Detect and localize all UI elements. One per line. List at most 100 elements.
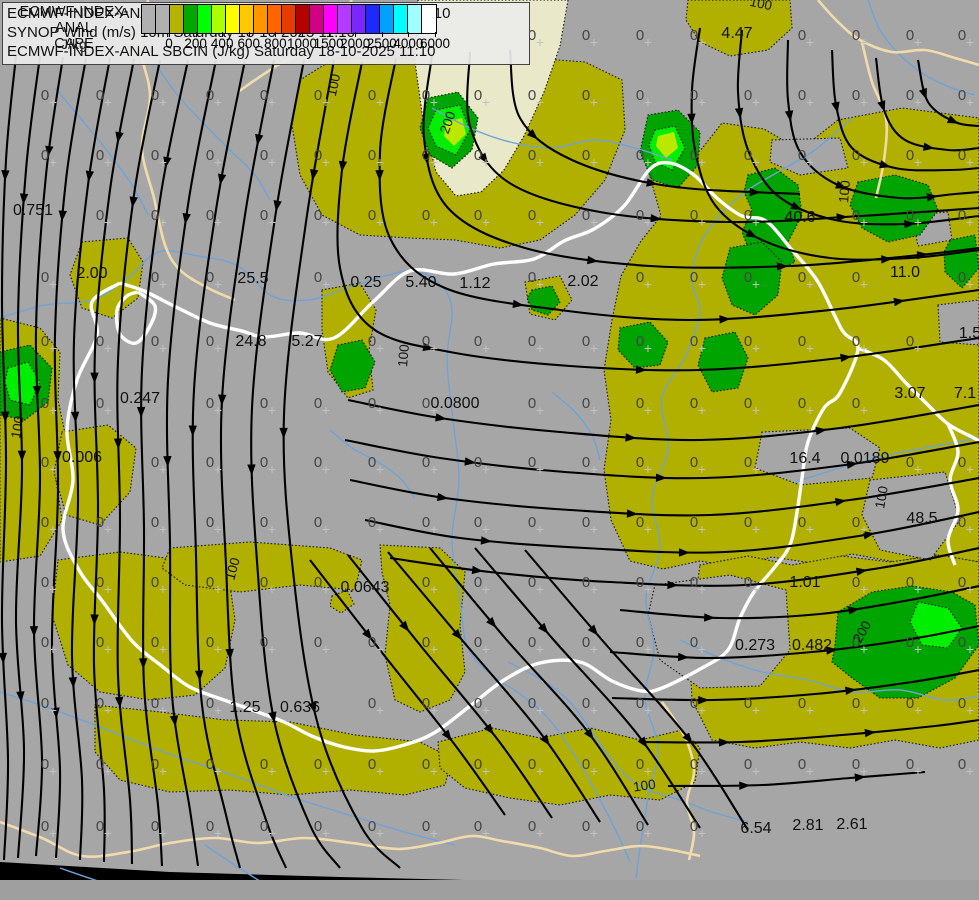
gridpoint-plus-mark: + [914, 702, 922, 718]
sbcin-zero-label: 0 [958, 87, 966, 104]
river-line [329, 429, 416, 499]
gridpoint-plus-mark: + [914, 763, 922, 779]
sbcin-zero-label: 0 [528, 454, 536, 471]
sbcin-zero-label: 0 [206, 269, 214, 286]
cape-tick-label: 800 [264, 36, 287, 51]
sbcin-zero-label: 0 [151, 147, 159, 164]
gridpoint-plus-mark: + [860, 276, 868, 292]
sbcin-zero-label: 0 [852, 514, 860, 531]
sbcin-zero-label: 0 [368, 333, 376, 350]
sbcin-zero-label: 0 [958, 27, 966, 44]
streamline-arrowhead [114, 696, 124, 708]
station-value-label: 1.01 [789, 574, 820, 591]
sbcin-zero-label: 0 [852, 147, 860, 164]
sbcin-zero-label: 0 [636, 395, 644, 412]
gridpoint-plus-mark: + [644, 825, 652, 841]
sbcin-zero-label: 0 [206, 333, 214, 350]
sbcin-zero-label: 0 [582, 756, 590, 773]
streamline-arrowhead [625, 433, 637, 442]
streamline-arrowhead [19, 193, 29, 205]
gridpoint-plus-mark: + [536, 702, 544, 718]
gridpoint-plus-mark: + [536, 340, 544, 356]
gridpoint-plus-mark: + [482, 763, 490, 779]
gridpoint-plus-mark: + [268, 641, 276, 657]
gridpoint-plus-mark: + [376, 702, 384, 718]
gridpoint-plus-mark: + [536, 521, 544, 537]
streamline-arrowhead [136, 406, 146, 418]
streamline-arrowhead [677, 652, 690, 662]
gridpoint-plus-mark: + [860, 340, 868, 356]
gridpoint-plus-mark: + [536, 94, 544, 110]
gridpoint-plus-mark: + [482, 154, 490, 170]
gridpoint-plus-mark: + [860, 763, 868, 779]
gridpoint-plus-mark: + [644, 276, 652, 292]
sbcin-zero-label: 0 [260, 756, 268, 773]
cape-tick-label: 600 [237, 36, 261, 51]
sbcin-zero-label: 0 [206, 87, 214, 104]
sbcin-zero-label: 0 [474, 695, 482, 712]
station-value-label: 16.4 [789, 450, 820, 467]
gridpoint-plus-mark: + [806, 276, 814, 292]
gridpoint-plus-mark: + [376, 461, 384, 477]
gridpoint-plus-mark: + [104, 402, 112, 418]
sbcin-zero-label: 0 [798, 695, 806, 712]
gridpoint-plus-mark: + [536, 641, 544, 657]
streamline-arrowhead [682, 732, 693, 744]
gridpoint-plus-mark: + [698, 763, 706, 779]
cape-tick [408, 32, 410, 37]
streamline [309, 559, 506, 816]
streamline-arrowhead [486, 616, 497, 628]
gridpoint-plus-mark: + [644, 340, 652, 356]
streamline-arrowhead [310, 169, 319, 181]
station-value-label: 2.02 [567, 273, 598, 290]
gridpoint-plus-mark: + [914, 581, 922, 597]
streamline-arrowhead [840, 353, 852, 363]
gridpoint-plus-mark: + [214, 641, 222, 657]
cape-tick-label: 2000 [340, 36, 371, 51]
streamline-arrowhead [182, 213, 191, 225]
sbcin-zero-label: 0 [474, 514, 482, 531]
sbcin-zero-label: 0 [852, 207, 860, 224]
streamline-arrowhead [362, 628, 373, 641]
streamline-arrowhead [687, 113, 696, 125]
gridpoint-plus-mark: + [430, 702, 438, 718]
gridpoint-plus-mark: + [590, 825, 598, 841]
sbcin-zero-label: 0 [528, 27, 536, 44]
gridpoint-plus-mark: + [104, 763, 112, 779]
sbcin-zero-label: 0 [314, 269, 322, 286]
sbcin-zero-label: 0 [690, 695, 698, 712]
sbcin-zero-label: 0 [41, 634, 49, 651]
sbcin-zero-label: 0 [260, 87, 268, 104]
streamline [347, 554, 553, 819]
sbcin-zero-label: 0 [422, 634, 430, 651]
gridpoint-plus-mark: + [482, 461, 490, 477]
gridpoint-plus-mark: + [104, 340, 112, 356]
station-value-label: 0.273 [735, 637, 775, 654]
streamline-arrowhead [540, 734, 550, 746]
gridpoint-plus-mark: + [698, 94, 706, 110]
sbcin-zero-label: 0 [958, 514, 966, 531]
sbcin-zero-label: 0 [906, 87, 914, 104]
sbcin-zero-label: 0 [528, 514, 536, 531]
gridpoint-plus-mark: + [590, 34, 598, 50]
station-value-label: 0.636 [280, 699, 320, 716]
gridpoint-plus-mark: + [698, 641, 706, 657]
gridpoint-plus-mark: + [104, 94, 112, 110]
sbcin-zero-label: 0 [151, 333, 159, 350]
title-line-sbcin: ECMWF-INDEX-ANAL SBCIN (J/kg) Saturday 1… [7, 43, 436, 60]
station-value-label: 6.54 [740, 820, 771, 837]
streamline-arrowhead [32, 385, 42, 397]
streamline-arrowhead [115, 131, 124, 144]
gridpoint-plus-mark: + [482, 521, 490, 537]
sbcin-zero-label: 0 [636, 818, 644, 835]
streamline-arrowhead [831, 101, 840, 114]
cape-tick [222, 32, 224, 37]
streamline [116, 59, 162, 865]
cape-swatch [366, 5, 380, 33]
sbcin-zero-label: 0 [151, 87, 159, 104]
cape-swatch [156, 5, 170, 33]
streamline-arrowhead [734, 107, 744, 120]
streamline [50, 57, 88, 859]
gridpoint-plus-mark: + [860, 521, 868, 537]
gridpoint-plus-mark: + [698, 402, 706, 418]
